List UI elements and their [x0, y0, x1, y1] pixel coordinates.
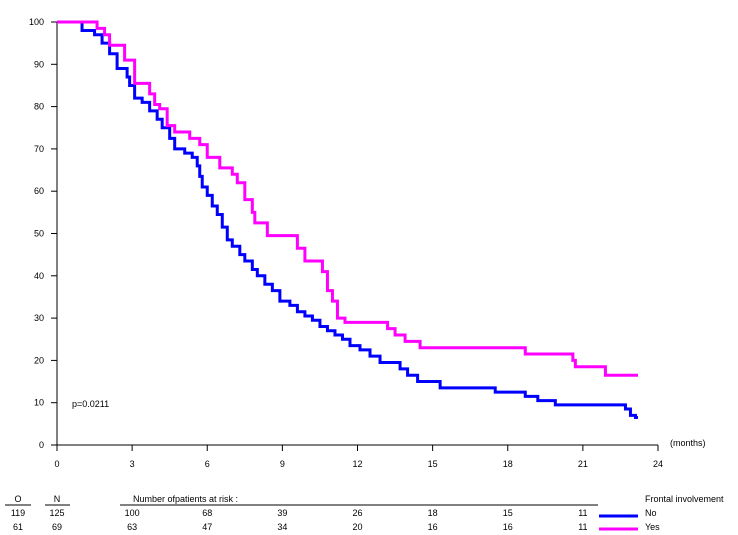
risk-value-no: 39 — [277, 508, 287, 518]
risk-value-no: 26 — [352, 508, 362, 518]
y-tick-label: 30 — [34, 313, 44, 323]
risk-row-yes-n: 69 — [52, 522, 62, 532]
x-tick-label: 24 — [653, 459, 663, 469]
x-axis-label: (months) — [670, 438, 706, 448]
x-tick-label: 0 — [54, 459, 59, 469]
legend-label-yes: Yes — [645, 522, 660, 532]
legend-label-no: No — [645, 508, 657, 518]
risk-value-yes: 11 — [578, 522, 587, 532]
risk-value-no: 18 — [428, 508, 438, 518]
y-tick-label: 90 — [34, 59, 44, 69]
x-tick-label: 12 — [352, 459, 362, 469]
risk-value-yes: 34 — [277, 522, 287, 532]
risk-row-yes-o: 61 — [13, 522, 23, 532]
series-line-yes — [57, 20, 638, 377]
y-axis: 0 10 20 30 40 50 60 70 80 90 100 — [29, 17, 58, 450]
risk-value-no: 15 — [503, 508, 513, 518]
y-tick-label: 10 — [34, 398, 44, 408]
risk-value-yes: 16 — [428, 522, 438, 532]
x-tick-label: 6 — [205, 459, 210, 469]
y-tick-label: 40 — [34, 271, 44, 281]
series-line-no — [57, 20, 638, 420]
y-tick-label: 0 — [39, 440, 44, 450]
p-value-annotation: p=0.0211 — [72, 399, 109, 409]
legend-title: Frontal involvement — [645, 494, 724, 504]
risk-value-no: 100 — [125, 508, 140, 518]
risk-row-no-n: 125 — [49, 508, 64, 518]
risk-row-no-o: 119 — [11, 508, 25, 518]
risk-value-no: 11 — [578, 508, 587, 518]
x-tick-label: 18 — [503, 459, 513, 469]
risk-table: O N Number ofpatients at risk : Frontal … — [5, 494, 724, 532]
y-tick-label: 100 — [29, 17, 44, 27]
x-tick-label: 3 — [130, 459, 135, 469]
y-tick-label: 60 — [34, 186, 44, 196]
risk-value-yes: 47 — [202, 522, 212, 532]
x-tick-label: 9 — [280, 459, 285, 469]
x-tick-label: 15 — [428, 459, 438, 469]
series-group — [57, 20, 638, 420]
risk-col-n: N — [54, 494, 61, 504]
risk-header: Number ofpatients at risk : — [133, 494, 238, 504]
y-tick-label: 80 — [34, 102, 44, 112]
risk-value-yes: 20 — [352, 522, 362, 532]
x-tick-label: 21 — [578, 459, 588, 469]
risk-value-yes: 63 — [127, 522, 137, 532]
risk-value-yes: 16 — [503, 522, 513, 532]
x-axis: 0 3 6 9 12 15 18 21 24 — [51, 444, 663, 469]
risk-value-no: 68 — [202, 508, 212, 518]
risk-col-o: O — [14, 494, 21, 504]
y-tick-label: 20 — [34, 355, 44, 365]
y-tick-label: 70 — [34, 144, 44, 154]
y-tick-label: 50 — [34, 229, 44, 239]
